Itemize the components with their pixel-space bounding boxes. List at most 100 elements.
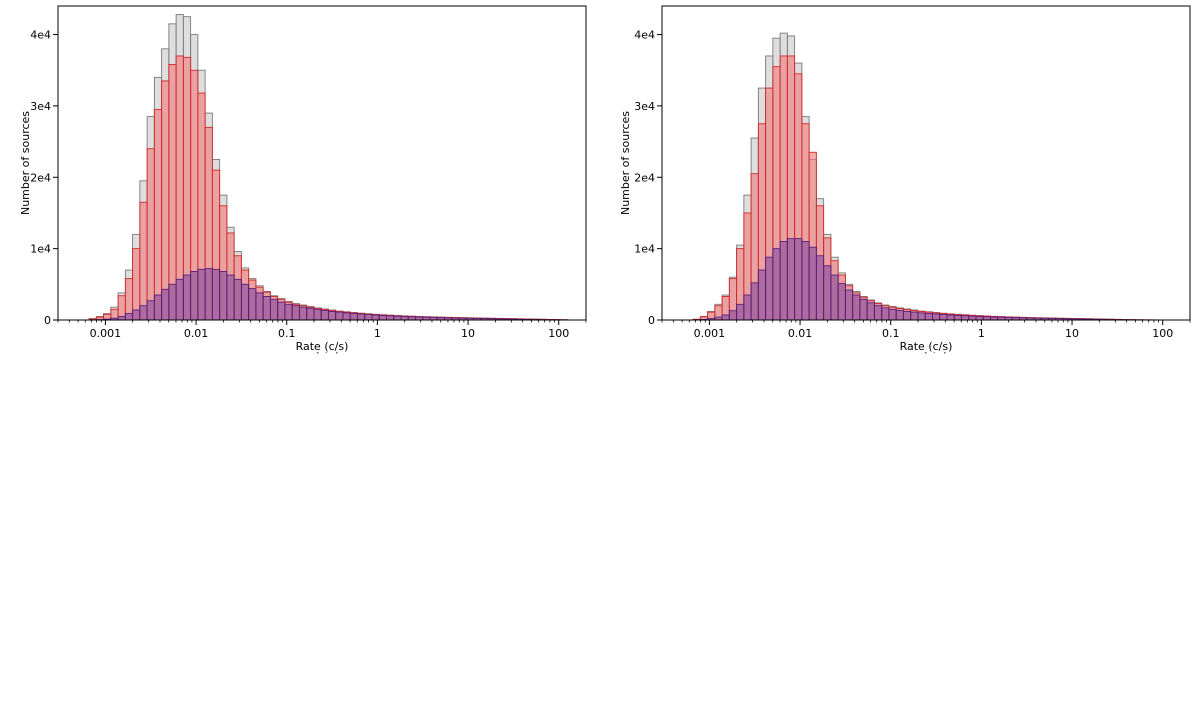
bar-s2-b27 bbox=[255, 292, 264, 320]
bar-s1-b15 bbox=[168, 64, 177, 320]
x-tick-label: 100 bbox=[1152, 327, 1173, 340]
x-axis-label: Rate (c/s) bbox=[895, 352, 948, 355]
bar-s2-b21 bbox=[211, 268, 221, 320]
x-tick-label: 10 bbox=[461, 327, 475, 340]
y-tick-label: 4e4 bbox=[30, 29, 51, 42]
x-axis-label: Rate (c/s) bbox=[287, 352, 340, 355]
bar-s2-b14 bbox=[161, 288, 170, 320]
bar-s2-b37 bbox=[327, 310, 337, 320]
y-tick-label: 4e4 bbox=[634, 29, 655, 42]
bar-s2-b20 bbox=[204, 268, 213, 320]
bar-s2-b24 bbox=[233, 278, 242, 320]
bar-s2-b25 bbox=[844, 289, 854, 320]
bar-s2-b23 bbox=[226, 274, 235, 320]
bar-s2-b15 bbox=[168, 283, 177, 320]
bar-s2-b29 bbox=[873, 305, 883, 320]
plot-frame bbox=[57, 5, 587, 321]
chart-top-right: 0.001 0.01 0.1 1 10 100 0 1e4 2e4 3e4 4e4 Rate (c/s… bbox=[619, 5, 1191, 352]
y-tick-label: 3e4 bbox=[634, 100, 655, 113]
bar-s2-b38 bbox=[335, 311, 344, 320]
bar-s1-b10 bbox=[132, 248, 141, 320]
bar-s2-b44 bbox=[378, 314, 387, 320]
bar-s2-b17 bbox=[182, 274, 192, 320]
bar-s2-b32 bbox=[291, 305, 300, 320]
bar-s2-b42 bbox=[364, 314, 373, 320]
y-tick-label: 2e4 bbox=[30, 171, 51, 184]
bar-s2-b9 bbox=[728, 310, 738, 320]
y-tick-label: 1e4 bbox=[30, 243, 51, 256]
bar-s2-b28 bbox=[262, 296, 271, 320]
bar-s2-b36 bbox=[924, 312, 933, 320]
bar-s2-b13 bbox=[757, 269, 767, 320]
bar-s2-b40 bbox=[953, 314, 962, 320]
x-tick-label: 0.001 bbox=[694, 327, 726, 340]
bar-s2-b35 bbox=[313, 308, 322, 320]
bar-s2-b23 bbox=[830, 274, 839, 320]
chart-bottom-right: 0.0010.010.11101000100200300400500600700… bbox=[895, 352, 948, 355]
y-tick-label: 3e4 bbox=[30, 100, 51, 113]
bar-s2-b34 bbox=[306, 307, 315, 320]
bar-s2-b31 bbox=[284, 303, 293, 320]
bar-s2-b41 bbox=[356, 313, 366, 320]
bar-s2-b18 bbox=[794, 238, 803, 320]
bar-s2-b33 bbox=[298, 306, 308, 320]
bar-s2-b36 bbox=[320, 309, 329, 320]
bar-s2-b11 bbox=[139, 305, 148, 320]
bar-s1-b12 bbox=[146, 148, 155, 320]
bar-s2-b18 bbox=[190, 271, 199, 320]
x-tick-label: 1 bbox=[374, 327, 381, 340]
bar-s2-b31 bbox=[888, 308, 897, 320]
y-tick-label: 0 bbox=[648, 314, 655, 327]
bar-s2-b12 bbox=[146, 300, 155, 320]
bar-s2-b43 bbox=[371, 314, 380, 320]
bar-s2-b17 bbox=[786, 238, 796, 320]
bar-s2-b14 bbox=[765, 256, 774, 320]
bar-s2-b20 bbox=[808, 246, 817, 320]
bar-s2-b32 bbox=[895, 309, 904, 320]
bar-s2-b8 bbox=[117, 315, 126, 320]
x-axis-label: Rate (c/s) bbox=[900, 340, 953, 352]
bar-s1-b11 bbox=[139, 201, 148, 320]
plot-frame bbox=[661, 5, 1191, 321]
bar-s2-b28 bbox=[866, 302, 875, 320]
bar-s2-b34 bbox=[910, 311, 919, 320]
bar-s2-b45 bbox=[386, 315, 395, 320]
bar-s2-b30 bbox=[881, 307, 890, 320]
x-tick-label: 0.1 bbox=[278, 327, 296, 340]
bar-s2-b8 bbox=[721, 314, 730, 320]
bar-s2-b19 bbox=[801, 241, 810, 320]
bar-s2-b29 bbox=[269, 298, 279, 320]
bar-s2-b33 bbox=[902, 310, 912, 320]
bar-s2-b47 bbox=[400, 316, 409, 320]
chart-top-left: 0.001 0.01 0.1 1 10 100 0 1e4 2e4 3e4 4e4 Rate (c/s… bbox=[19, 5, 587, 352]
bar-s2-b24 bbox=[837, 283, 846, 320]
bar-s2-b27 bbox=[859, 298, 868, 320]
y-tick-label: 1e4 bbox=[634, 243, 655, 256]
bar-s2-b9 bbox=[124, 313, 134, 320]
bar-s2-b26 bbox=[852, 294, 861, 320]
bar-s2-b22 bbox=[823, 265, 832, 320]
bar-s2-b10 bbox=[132, 309, 141, 320]
x-tick-label: 0.01 bbox=[184, 327, 209, 340]
bar-s2-b43 bbox=[975, 316, 984, 320]
bars-group bbox=[692, 32, 1173, 320]
y-axis-label: Number of sources bbox=[619, 111, 632, 215]
bar-s2-b22 bbox=[219, 271, 228, 320]
bar-s2-b46 bbox=[393, 315, 402, 320]
bar-s1-b14 bbox=[161, 80, 170, 320]
bar-s2-b25 bbox=[240, 283, 250, 320]
y-tick-label: 0 bbox=[44, 314, 51, 327]
bar-s2-b37 bbox=[931, 313, 941, 320]
bar-s2-b38 bbox=[939, 314, 948, 320]
bar-s2-b39 bbox=[342, 312, 351, 320]
x-tick-label: 100 bbox=[548, 327, 569, 340]
x-tick-label: 1 bbox=[978, 327, 985, 340]
y-axis-label: Number of sources bbox=[19, 111, 32, 215]
bar-s2-b21 bbox=[815, 255, 825, 320]
bars-group bbox=[88, 14, 569, 320]
x-tick-label: 0.1 bbox=[882, 327, 900, 340]
y-tick-label: 2e4 bbox=[634, 171, 655, 184]
bar-s2-b16 bbox=[175, 278, 184, 320]
bar-s2-b11 bbox=[743, 294, 752, 320]
x-tick-label: 0.01 bbox=[788, 327, 813, 340]
